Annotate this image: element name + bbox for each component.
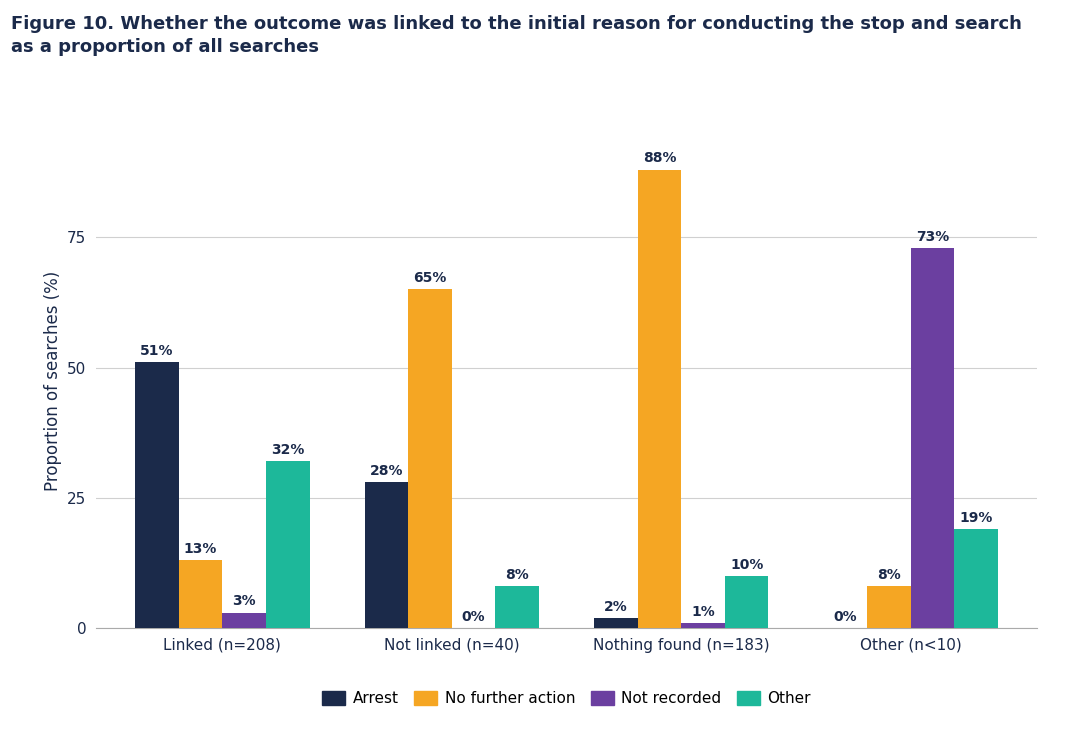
Text: 65%: 65% bbox=[414, 271, 447, 285]
Text: 88%: 88% bbox=[642, 151, 677, 166]
Bar bbox=[179, 560, 222, 628]
Text: 10%: 10% bbox=[730, 558, 763, 572]
Text: 1%: 1% bbox=[692, 605, 715, 619]
Text: 8%: 8% bbox=[506, 568, 529, 582]
Bar bbox=[266, 461, 310, 628]
Text: 32%: 32% bbox=[272, 443, 305, 457]
Text: 3%: 3% bbox=[232, 594, 255, 608]
Bar bbox=[135, 362, 179, 628]
Bar bbox=[725, 576, 769, 628]
Text: 73%: 73% bbox=[916, 230, 949, 244]
Text: 28%: 28% bbox=[370, 464, 403, 478]
Bar bbox=[867, 587, 911, 628]
Text: 2%: 2% bbox=[604, 599, 628, 613]
Bar bbox=[681, 623, 725, 628]
Bar bbox=[408, 290, 452, 628]
Bar bbox=[955, 529, 998, 628]
Text: 0%: 0% bbox=[462, 610, 485, 624]
Y-axis label: Proportion of searches (%): Proportion of searches (%) bbox=[44, 270, 62, 491]
Bar bbox=[365, 483, 408, 628]
Text: Figure 10. Whether the outcome was linked to the initial reason for conducting t: Figure 10. Whether the outcome was linke… bbox=[11, 15, 1022, 56]
Text: 19%: 19% bbox=[960, 511, 993, 525]
Bar bbox=[594, 618, 638, 628]
Bar bbox=[911, 248, 955, 628]
Bar bbox=[638, 169, 681, 628]
Bar bbox=[495, 587, 539, 628]
Text: 51%: 51% bbox=[140, 344, 174, 358]
Text: 8%: 8% bbox=[877, 568, 901, 582]
Text: 0%: 0% bbox=[834, 610, 857, 624]
Text: 13%: 13% bbox=[184, 542, 217, 556]
Legend: Arrest, No further action, Not recorded, Other: Arrest, No further action, Not recorded,… bbox=[316, 685, 817, 712]
Bar bbox=[222, 613, 266, 628]
